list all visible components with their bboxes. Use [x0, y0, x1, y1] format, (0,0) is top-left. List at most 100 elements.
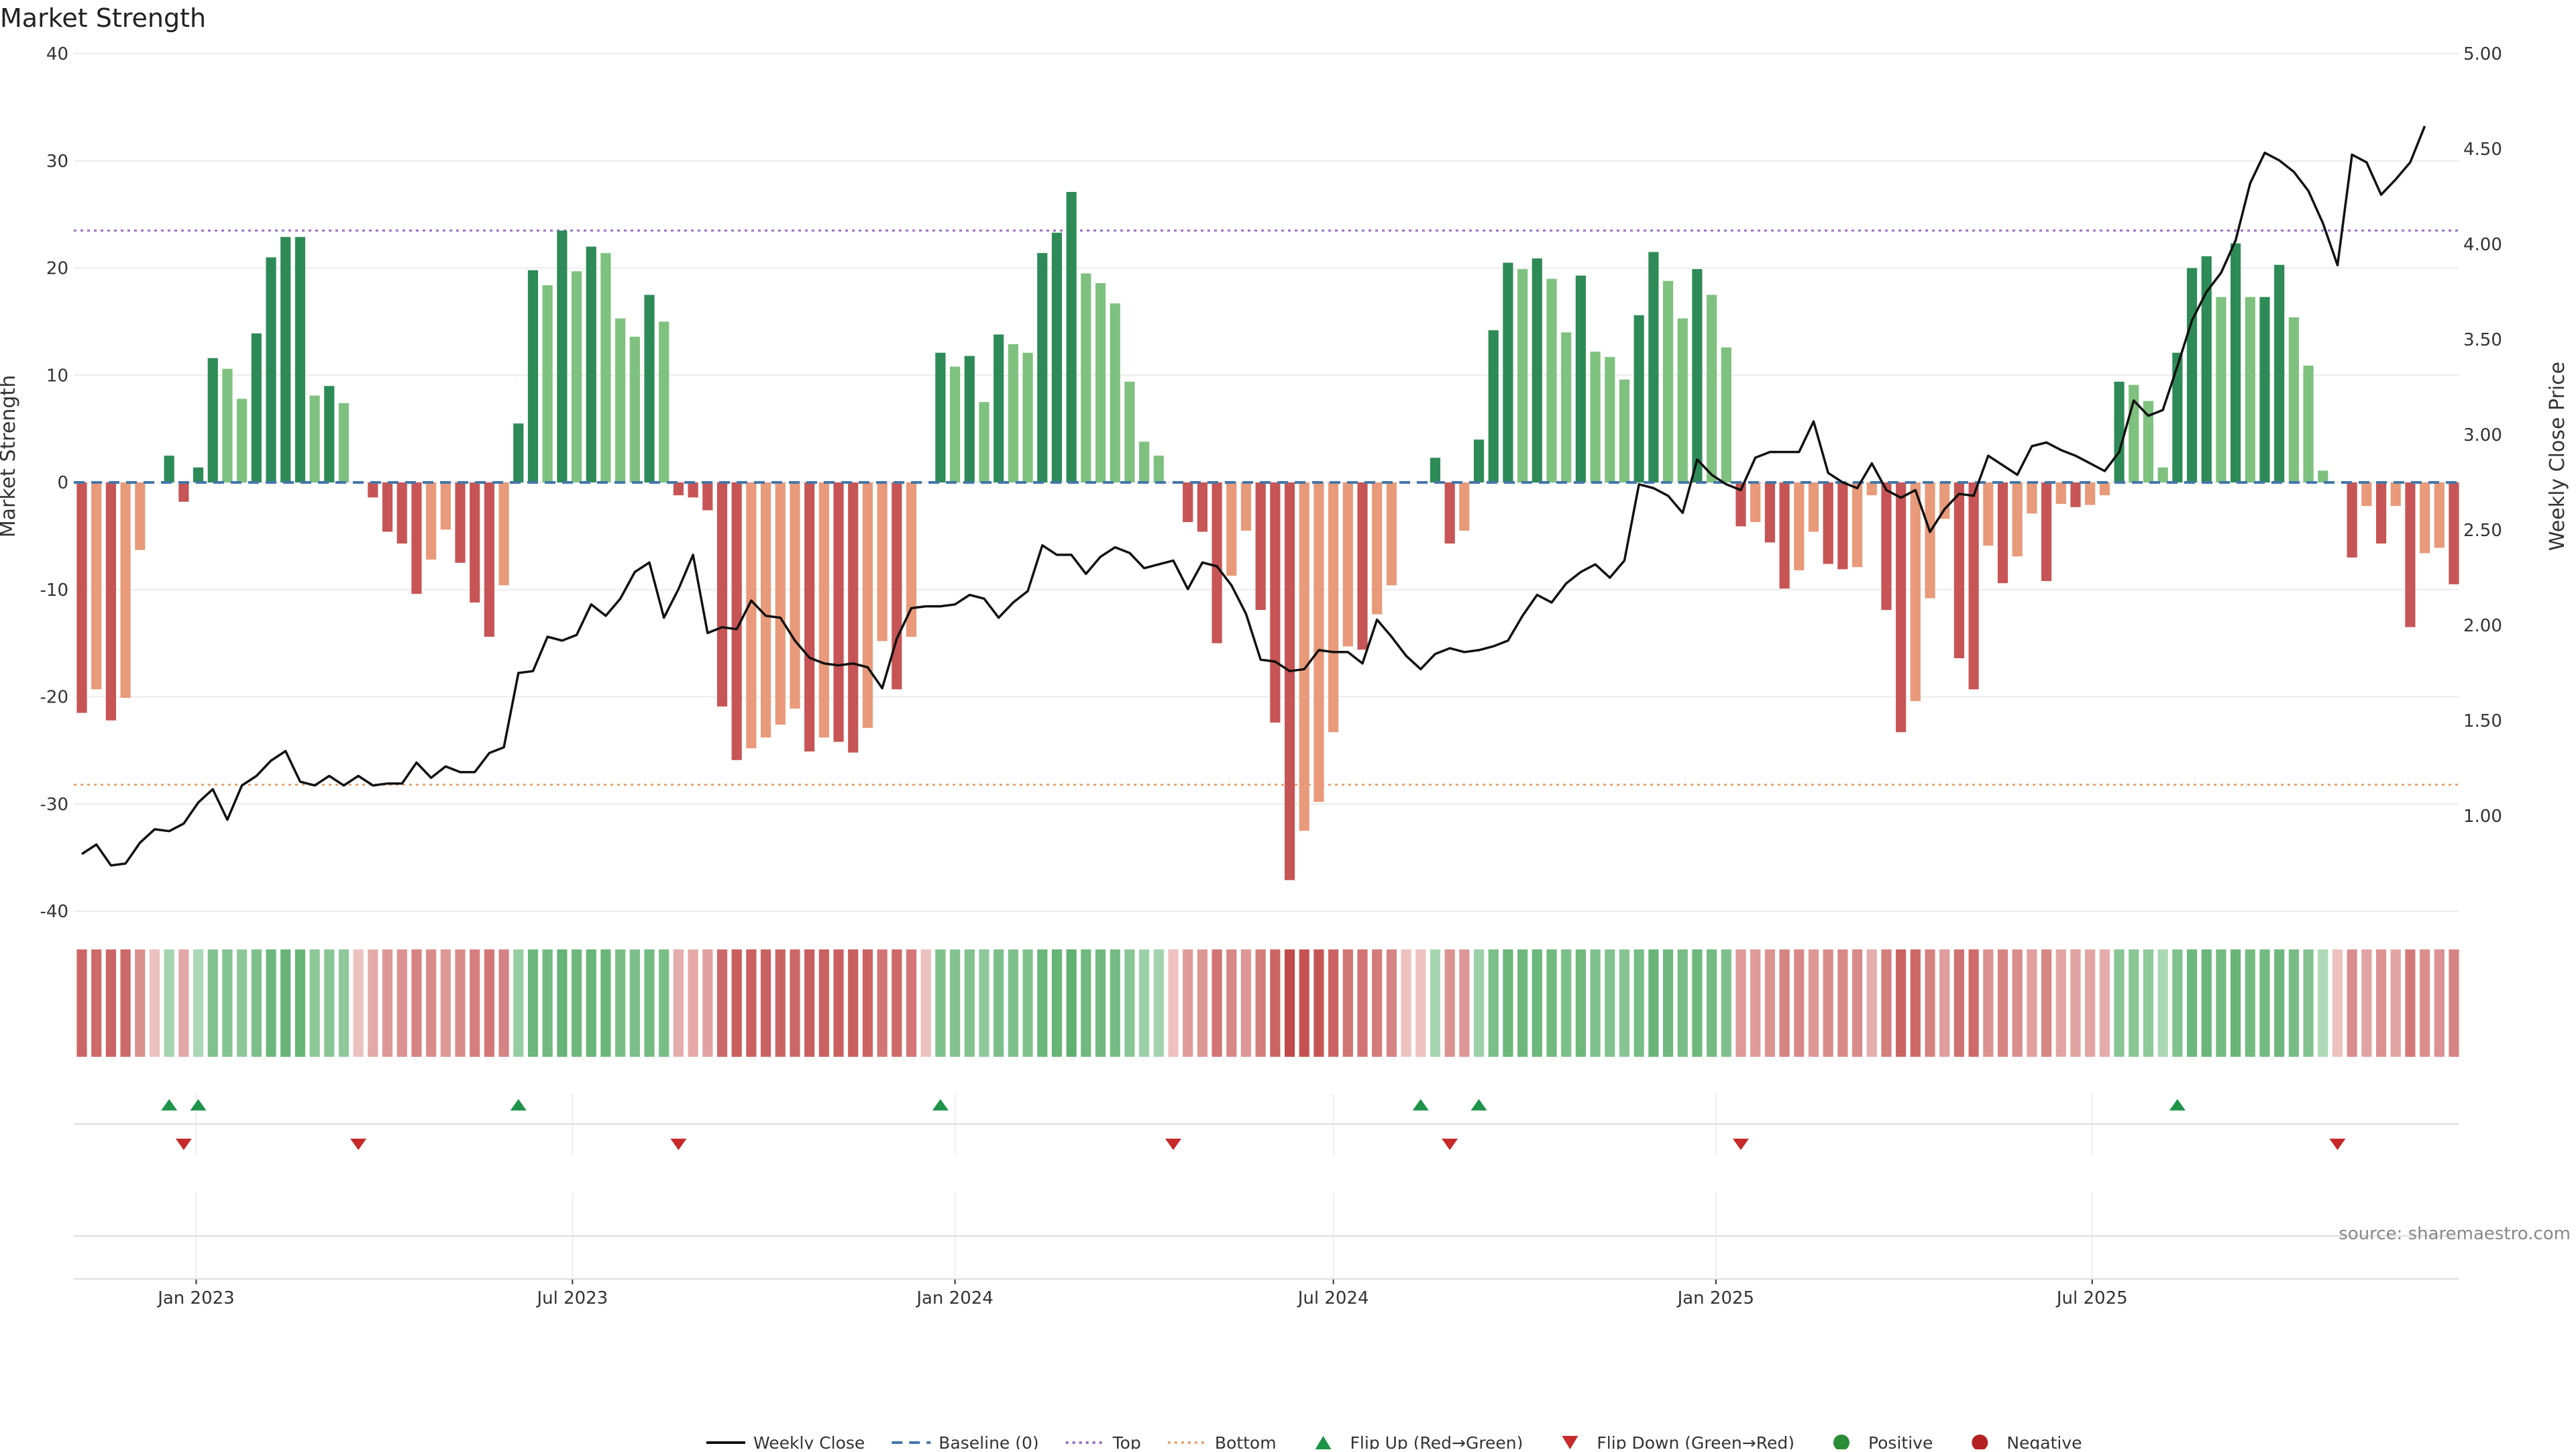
positive-bar — [222, 368, 233, 482]
positive-bar — [1081, 273, 1091, 482]
heat-cell — [2129, 949, 2139, 1057]
heat-cell — [280, 949, 291, 1057]
heat-cell — [1226, 949, 1237, 1057]
heat-cell — [1357, 949, 1368, 1057]
negative-bar — [1284, 482, 1295, 880]
heat-cell — [368, 949, 378, 1057]
legend-item: Flip Up (Red→Green) — [1315, 1433, 1523, 1452]
weekly-close-line — [81, 125, 2426, 867]
heat-cell — [2041, 949, 2052, 1057]
negative-bar — [2012, 482, 2023, 557]
heat-cell — [1575, 949, 1586, 1057]
positive-bar — [1561, 332, 1572, 482]
heat-cell — [877, 949, 888, 1057]
positive-bar — [2201, 256, 2212, 482]
heat-cell — [1503, 949, 1513, 1057]
positive-bar — [994, 334, 1004, 482]
positive-bar — [1430, 458, 1441, 482]
heat-cell — [2157, 949, 2168, 1057]
legend-item: Positive — [1833, 1433, 1933, 1452]
heat-cell — [2288, 949, 2299, 1057]
negative-bar — [2390, 482, 2401, 507]
positive-bar — [266, 257, 276, 482]
x-tick-label: Jul 2025 — [2055, 1288, 2128, 1308]
heat-cell — [2332, 949, 2343, 1057]
heat-cell — [1735, 949, 1746, 1057]
chart-title: Market Strength — [0, 3, 206, 33]
heat-cell — [2012, 949, 2023, 1057]
negative-bar — [1342, 482, 1353, 647]
negative-bar — [1313, 482, 1324, 802]
negative-bar — [1240, 482, 1252, 531]
heat-cell — [1459, 949, 1470, 1057]
negative-bar — [91, 482, 102, 690]
positive-bar — [1008, 344, 1018, 482]
heat-cell — [2434, 949, 2445, 1057]
positive-bar — [629, 336, 640, 482]
positive-bar — [2303, 365, 2314, 482]
heat-cell — [237, 949, 248, 1057]
negative-bar — [673, 482, 684, 496]
heat-cell — [2114, 949, 2125, 1057]
heat-cell — [1153, 949, 1164, 1057]
negative-bar — [1270, 482, 1281, 723]
negative-bar — [877, 482, 888, 641]
negative-bar — [426, 482, 437, 560]
positive-bar — [324, 386, 335, 482]
negative-bar — [1968, 482, 1979, 690]
negative-bar — [731, 482, 742, 760]
negative-bar — [892, 482, 902, 690]
heat-cell — [193, 949, 204, 1057]
heat-cell — [1997, 949, 2008, 1057]
heat-cell — [1488, 949, 1499, 1057]
y-tick-label: 20 — [46, 259, 68, 279]
y2-tick-label: 3.50 — [2463, 330, 2502, 350]
heat-cell — [1081, 949, 1091, 1057]
positive-bar — [207, 358, 218, 482]
negative-bar — [2375, 482, 2387, 544]
heat-cell — [862, 949, 873, 1057]
legend-item: Negative — [1972, 1433, 2082, 1452]
positive-bar — [1503, 262, 1513, 482]
y2-tick-label: 2.00 — [2463, 616, 2502, 636]
negative-bar — [1997, 482, 2008, 584]
negative-bar — [2055, 482, 2066, 504]
heat-cell — [1707, 949, 1717, 1057]
legend-label: Top — [1112, 1433, 1141, 1449]
heat-cell — [1764, 949, 1776, 1057]
threshold-layer — [74, 229, 2459, 786]
heat-cell — [746, 949, 757, 1057]
heat-cell — [1270, 949, 1281, 1057]
heat-cell — [1823, 949, 1833, 1057]
positive-bar — [1110, 303, 1120, 482]
heat-cell — [1415, 949, 1426, 1057]
heat-cell — [105, 949, 116, 1057]
legend-tri-down-swatch — [1562, 1436, 1578, 1449]
heat-cell — [440, 949, 451, 1057]
source-label: source: sharemaestro.com — [2339, 1224, 2571, 1244]
negative-bar — [470, 482, 480, 603]
y2-axis-label: Weekly Close Price — [2546, 362, 2569, 551]
heat-cell — [1444, 949, 1455, 1057]
flip-up-marker — [510, 1099, 527, 1110]
heat-cell — [1255, 949, 1266, 1057]
positive-bar — [2157, 467, 2168, 482]
heat-cell — [266, 949, 276, 1057]
x-tick-label: Jan 2024 — [915, 1288, 994, 1308]
positive-bar — [979, 402, 989, 482]
heat-cell — [818, 949, 829, 1057]
heat-cell — [994, 949, 1004, 1057]
heat-cell — [1561, 949, 1572, 1057]
heat-cell — [2186, 949, 2198, 1057]
positive-bar — [1662, 280, 1674, 482]
x-tick-label: Jul 2024 — [1297, 1288, 1369, 1308]
negative-bar — [1939, 482, 1950, 519]
heat-cell — [2245, 949, 2255, 1057]
positive-bar — [1037, 253, 1048, 482]
heat-cell — [1590, 949, 1601, 1057]
negative-bar — [368, 482, 378, 498]
negative-bar — [2434, 482, 2445, 548]
heat-cell — [2405, 949, 2416, 1057]
heat-cell — [1968, 949, 1979, 1057]
negative-bar — [498, 482, 509, 586]
